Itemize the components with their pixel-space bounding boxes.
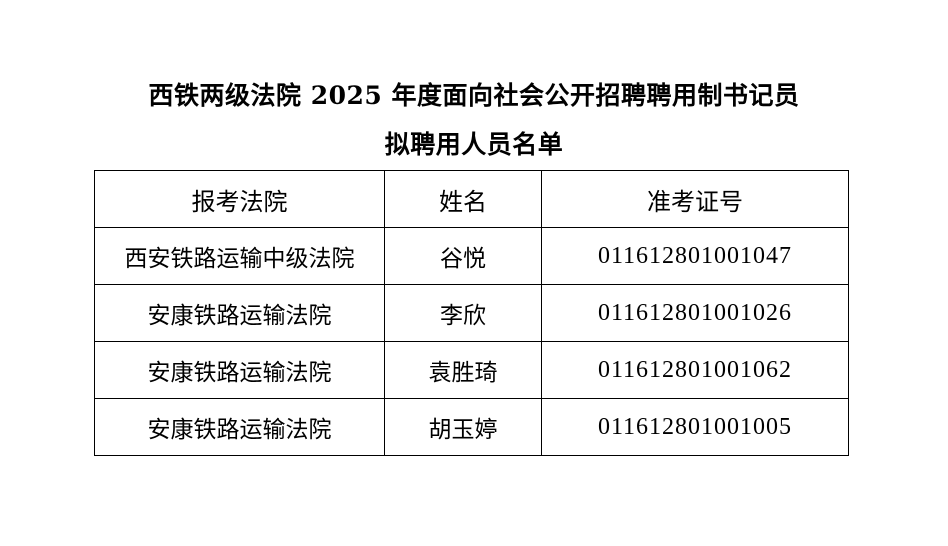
cell-exam-number: 011612801001047 (541, 227, 849, 285)
cell-exam-number: 011612801001005 (541, 398, 849, 456)
cell-exam-number: 011612801001062 (541, 341, 849, 399)
header-exam-number: 准考证号 (541, 170, 849, 228)
table-row: 安康铁路运输法院 李欣 011612801001026 (94, 284, 849, 342)
document-subtitle: 拟聘用人员名单 (384, 130, 564, 159)
cell-name: 袁胜琦 (384, 341, 542, 399)
cell-court: 安康铁路运输法院 (94, 341, 385, 399)
table-row: 西安铁路运输中级法院 谷悦 011612801001047 (94, 227, 849, 285)
header-court: 报考法院 (94, 170, 385, 228)
cell-exam-number: 011612801001026 (541, 284, 849, 342)
cell-name: 谷悦 (384, 227, 542, 285)
cell-name: 李欣 (384, 284, 542, 342)
document-title: 西铁两级法院 2025 年度面向社会公开招聘聘用制书记员 (148, 81, 800, 110)
cell-court: 安康铁路运输法院 (94, 398, 385, 456)
table-header-row: 报考法院 姓名 准考证号 (94, 170, 849, 228)
table-row: 安康铁路运输法院 胡玉婷 011612801001005 (94, 398, 849, 456)
cell-court: 安康铁路运输法院 (94, 284, 385, 342)
candidate-table: 报考法院 姓名 准考证号 西安铁路运输中级法院 谷悦 0116128010010… (94, 170, 849, 456)
header-name: 姓名 (384, 170, 542, 228)
cell-court: 西安铁路运输中级法院 (94, 227, 385, 285)
cell-name: 胡玉婷 (384, 398, 542, 456)
table-row: 安康铁路运输法院 袁胜琦 011612801001062 (94, 341, 849, 399)
